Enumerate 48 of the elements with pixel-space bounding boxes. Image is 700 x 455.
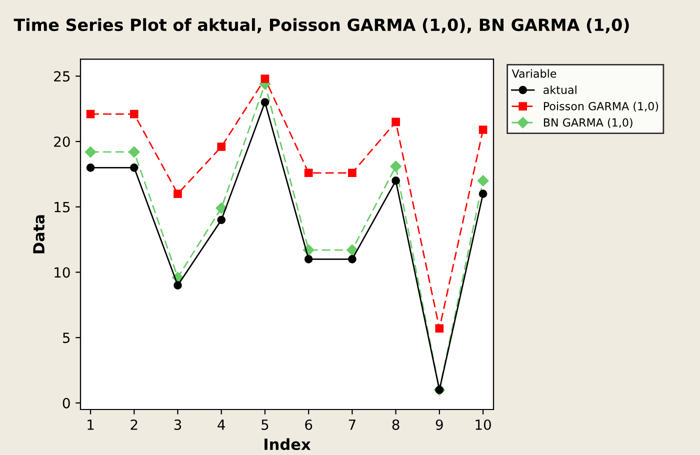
point <box>304 254 313 264</box>
legend-label: Poisson GARMA (1,0) <box>544 102 658 112</box>
point <box>348 168 356 178</box>
y-tick-label: 0 <box>62 398 70 408</box>
point <box>348 254 356 264</box>
point <box>435 324 444 333</box>
point <box>128 146 140 158</box>
x-tick-label: 3 <box>174 419 182 430</box>
point <box>478 190 488 198</box>
legend-title: Variable <box>512 69 556 78</box>
point <box>346 244 358 256</box>
x-tick-label: 2 <box>130 419 138 430</box>
point <box>217 216 226 224</box>
point <box>86 163 95 172</box>
y-tick-label: 25 <box>54 71 70 82</box>
point <box>304 168 313 178</box>
x-tick-label: 9 <box>436 419 443 430</box>
point <box>477 175 489 186</box>
y-tick-label: 15 <box>54 202 70 212</box>
y-tick-label: 10 <box>54 267 70 278</box>
point <box>130 110 138 118</box>
point <box>392 176 400 185</box>
point <box>478 126 488 134</box>
x-tick-label: 8 <box>392 419 400 430</box>
x-axis-title: Index <box>264 438 311 450</box>
legend-label: BN GARMA (1,0) <box>544 118 632 128</box>
y-tick-label: 5 <box>63 332 70 344</box>
x-tick-label: 4 <box>218 420 226 430</box>
x-tick-label: 7 <box>348 420 356 430</box>
y-tick-label: 20 <box>54 136 70 147</box>
x-tick-label: 1 <box>88 420 94 430</box>
point <box>392 118 400 126</box>
legend-label: aktual <box>544 85 576 94</box>
chart-title: Time Series Plot of aktual, Poisson GARMA (1,0), BN GARMA (1,0) <box>14 18 629 34</box>
point <box>390 160 402 172</box>
point <box>260 98 270 106</box>
x-tick-label: 10 <box>476 419 491 430</box>
point <box>86 110 95 118</box>
y-axis-title: Data <box>33 215 45 254</box>
x-tick-label: 6 <box>305 419 312 430</box>
point <box>216 202 227 214</box>
x-tick-label: 5 <box>262 420 268 430</box>
point <box>260 74 270 83</box>
point <box>130 163 138 172</box>
point <box>217 142 226 151</box>
point <box>174 281 182 290</box>
point <box>174 190 182 198</box>
point <box>84 146 96 158</box>
